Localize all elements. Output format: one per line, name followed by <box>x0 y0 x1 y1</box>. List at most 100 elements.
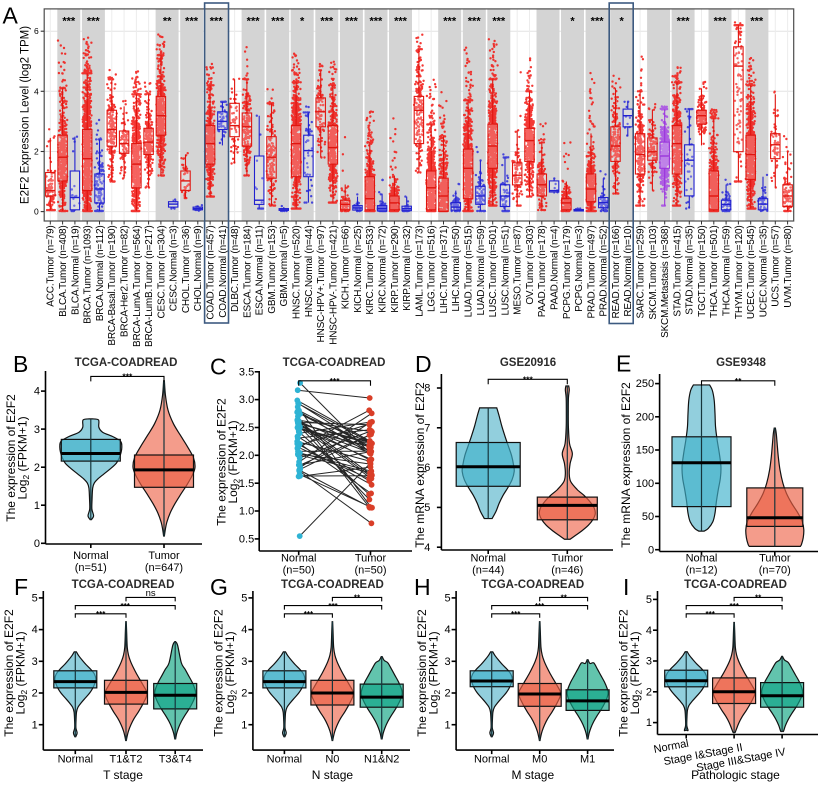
svg-text:(n=70): (n=70) <box>759 565 791 577</box>
svg-text:OV.Tumor (n=303): OV.Tumor (n=303) <box>525 226 536 305</box>
svg-text:Log2 (FPKM+1): Log2 (FPKM+1) <box>223 631 239 714</box>
svg-text:(n=50): (n=50) <box>283 565 315 577</box>
svg-text:4: 4 <box>32 624 38 636</box>
svg-text:***: *** <box>714 16 728 28</box>
svg-text:PRAD.Tumor (n=497): PRAD.Tumor (n=497) <box>586 226 597 319</box>
svg-text:GSE20916: GSE20916 <box>500 357 556 369</box>
svg-text:4: 4 <box>34 86 39 96</box>
svg-text:***: *** <box>330 376 341 386</box>
svg-text:***: *** <box>492 16 506 28</box>
svg-text:2: 2 <box>241 688 247 700</box>
svg-text:T stage: T stage <box>103 768 143 782</box>
svg-text:BRCA-LumA.Tumor (n=564): BRCA-LumA.Tumor (n=564) <box>132 226 143 347</box>
svg-text:ESCA.Tumor (n=184): ESCA.Tumor (n=184) <box>242 226 253 318</box>
svg-text:***: *** <box>185 16 199 28</box>
svg-text:SKCM.Tumor (n=103): SKCM.Tumor (n=103) <box>648 226 659 320</box>
svg-text:GSE9348: GSE9348 <box>716 357 766 369</box>
svg-text:A: A <box>3 3 19 29</box>
svg-text:(n=44): (n=44) <box>472 565 504 577</box>
svg-text:E2F2 Expression Level (log2 TP: E2F2 Expression Level (log2 TPM) <box>20 26 32 204</box>
svg-text:THYM.Tumor (n=120): THYM.Tumor (n=120) <box>734 226 745 320</box>
svg-text:STAD.Tumor (n=415): STAD.Tumor (n=415) <box>672 226 683 317</box>
svg-text:***: *** <box>677 16 691 28</box>
svg-text:The mRNA expression of E2F2: The mRNA expression of E2F2 <box>413 382 427 548</box>
svg-text:***: *** <box>62 16 76 28</box>
svg-text:***: *** <box>523 375 534 385</box>
svg-text:0.5: 0.5 <box>239 534 254 546</box>
svg-text:***: *** <box>247 16 261 28</box>
svg-text:Normal: Normal <box>58 754 93 766</box>
svg-text:2: 2 <box>444 688 450 700</box>
svg-text:The expression of E2F2: The expression of E2F2 <box>212 609 226 737</box>
svg-text:1: 1 <box>646 717 652 729</box>
svg-text:Log2 (FPKM+1): Log2 (FPKM+1) <box>14 631 30 714</box>
svg-text:LAML.Tumor (n=173): LAML.Tumor (n=173) <box>414 226 425 317</box>
svg-text:***: *** <box>394 16 408 28</box>
svg-text:50: 50 <box>642 511 654 523</box>
svg-text:4: 4 <box>444 624 450 636</box>
svg-text:6: 6 <box>424 462 430 474</box>
svg-text:N0: N0 <box>325 754 339 766</box>
svg-text:TCGA-COADREAD: TCGA-COADREAD <box>481 579 584 591</box>
svg-text:E: E <box>616 351 631 377</box>
svg-text:KIRP.Tumor (n=290): KIRP.Tumor (n=290) <box>390 226 401 313</box>
svg-text:***: *** <box>706 610 716 619</box>
svg-text:100: 100 <box>636 478 654 490</box>
svg-text:2: 2 <box>32 688 38 700</box>
svg-text:2.0: 2.0 <box>239 450 254 462</box>
svg-text:***: *** <box>121 602 131 611</box>
svg-text:Log2 (FPKM+1): Log2 (FPKM+1) <box>426 631 442 714</box>
svg-text:***: *** <box>96 610 106 619</box>
svg-text:READ.Tumor (n=166): READ.Tumor (n=166) <box>611 226 622 319</box>
svg-text:PAAD.Tumor (n=178): PAAD.Tumor (n=178) <box>537 226 548 318</box>
svg-text:**: ** <box>755 594 762 603</box>
svg-text:HNSC.Tumor (n=520): HNSC.Tumor (n=520) <box>292 226 303 320</box>
svg-text:Log2 (FPKM+1): Log2 (FPKM+1) <box>628 631 644 714</box>
svg-text:BRCA-Basal.Tumor (n=190): BRCA-Basal.Tumor (n=190) <box>107 226 118 346</box>
svg-text:The mRNA expression of E2F2: The mRNA expression of E2F2 <box>619 382 633 548</box>
svg-text:G: G <box>210 574 228 600</box>
svg-text:TCGA-COADREAD: TCGA-COADREAD <box>281 579 384 591</box>
svg-text:250: 250 <box>636 378 654 390</box>
svg-text:*: * <box>570 16 575 28</box>
svg-text:2: 2 <box>34 462 40 474</box>
svg-text:C: C <box>210 354 227 380</box>
svg-text:SARC.Tumor (n=259): SARC.Tumor (n=259) <box>636 226 647 319</box>
svg-text:LUAD.Tumor (n=515): LUAD.Tumor (n=515) <box>464 226 475 318</box>
svg-text:LUAD.Normal (n=59): LUAD.Normal (n=59) <box>476 226 487 316</box>
svg-text:LUSC.Normal (n=51): LUSC.Normal (n=51) <box>500 226 511 316</box>
svg-text:5: 5 <box>646 594 652 606</box>
svg-text:***: *** <box>730 602 740 611</box>
svg-text:***: *** <box>750 16 764 28</box>
svg-text:(n=12): (n=12) <box>685 565 717 577</box>
svg-text:***: *** <box>304 610 314 619</box>
svg-text:4: 4 <box>241 624 247 636</box>
svg-text:The expression of E2F2: The expression of E2F2 <box>616 609 630 737</box>
svg-text:LGG.Tumor (n=516): LGG.Tumor (n=516) <box>427 226 438 313</box>
svg-text:PCPG.Normal (n=3): PCPG.Normal (n=3) <box>574 226 585 312</box>
svg-text:Nomal: Nomal <box>686 553 718 565</box>
svg-text:MESO.Tumor (n=87): MESO.Tumor (n=87) <box>513 226 524 315</box>
svg-text:1: 1 <box>444 719 450 731</box>
svg-text:BLCA.Tumor (n=408): BLCA.Tumor (n=408) <box>58 226 69 317</box>
svg-text:**: ** <box>735 376 742 386</box>
svg-text:***: *** <box>443 16 457 28</box>
svg-text:T1&T2: T1&T2 <box>109 754 142 766</box>
svg-text:1.0: 1.0 <box>239 506 254 518</box>
svg-text:5: 5 <box>424 502 430 514</box>
svg-text:Log2 (FPKM+1): Log2 (FPKM+1) <box>226 420 242 503</box>
svg-text:TGCT.Tumor (n=150): TGCT.Tumor (n=150) <box>697 226 708 317</box>
svg-text:8: 8 <box>424 383 430 395</box>
svg-text:***: *** <box>345 16 359 28</box>
svg-text:Tumor: Tumor <box>355 553 387 565</box>
svg-text:Normal: Normal <box>73 550 108 562</box>
svg-text:0: 0 <box>34 538 40 550</box>
svg-text:3: 3 <box>241 656 247 668</box>
svg-text:GBM.Normal (n=5): GBM.Normal (n=5) <box>279 226 290 307</box>
svg-text:The expression of E2F2: The expression of E2F2 <box>2 609 16 737</box>
svg-text:TCGA-COADREAD: TCGA-COADREAD <box>75 357 178 369</box>
svg-text:3: 3 <box>444 656 450 668</box>
svg-text:COAD.Normal (n=41): COAD.Normal (n=41) <box>218 226 229 318</box>
svg-text:PRAD.Normal (n=52): PRAD.Normal (n=52) <box>599 226 610 317</box>
svg-text:KICH.Normal (n=25): KICH.Normal (n=25) <box>353 226 364 313</box>
